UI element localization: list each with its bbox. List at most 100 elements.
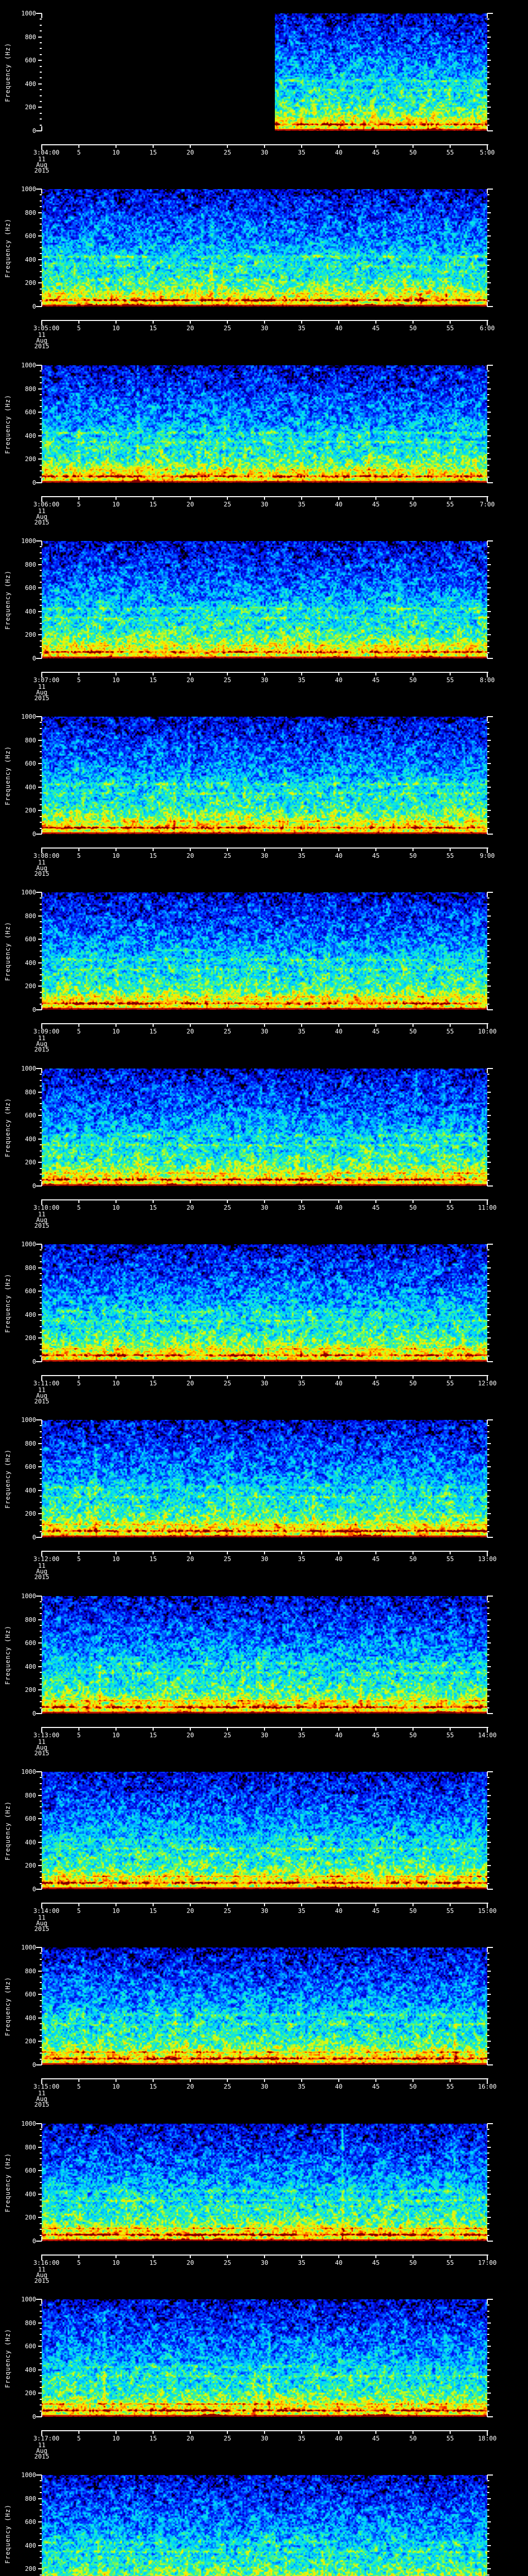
x-minute-label: 55 bbox=[446, 1028, 454, 1035]
x-tick-mark bbox=[153, 2430, 154, 2434]
y-tick-mark bbox=[38, 435, 42, 436]
plot-corner-tick bbox=[487, 1596, 488, 1601]
y-tick-mark bbox=[40, 89, 42, 91]
x-tick-mark bbox=[190, 2078, 191, 2082]
y-tick-mark bbox=[487, 1302, 489, 1303]
plot-corner-tick bbox=[487, 1420, 488, 1425]
y-tick-mark bbox=[40, 1871, 42, 1872]
x-tick-mark bbox=[301, 2078, 302, 2082]
y-tick-mark bbox=[487, 241, 489, 243]
y-axis-title: Frequency (Hz) bbox=[4, 1625, 11, 1685]
y-tick-mark bbox=[487, 89, 489, 91]
x-tick-mark bbox=[41, 1903, 42, 1908]
x-tick-mark bbox=[227, 2430, 228, 2434]
date-month: Aug bbox=[36, 337, 47, 344]
y-tick-label: 800 bbox=[25, 1088, 36, 1096]
date-month: Aug bbox=[36, 2272, 47, 2279]
x-minute-label: 55 bbox=[446, 1204, 454, 1211]
y-tick-mark bbox=[487, 376, 489, 378]
spectrogram-image bbox=[42, 365, 487, 483]
y-tick-label: 0 bbox=[32, 1006, 36, 1013]
y-tick-mark bbox=[40, 2387, 42, 2388]
date-day: 11 bbox=[38, 2442, 46, 2449]
y-tick-mark bbox=[40, 1449, 42, 1450]
y-tick-mark bbox=[38, 564, 42, 565]
y-tick-mark bbox=[38, 986, 42, 987]
y-tick-mark bbox=[40, 927, 42, 928]
y-tick-mark bbox=[40, 1707, 42, 1708]
y-tick-mark bbox=[40, 751, 42, 753]
x-minute-label: 45 bbox=[372, 501, 380, 508]
x-tick-mark bbox=[338, 2255, 339, 2258]
x-tick-mark bbox=[41, 2078, 42, 2084]
date-label: 11 Aug 2015 bbox=[23, 859, 60, 877]
y-tick-mark bbox=[487, 1496, 489, 1497]
y-tick-mark bbox=[40, 224, 42, 225]
x-minute-label: 10 bbox=[112, 1380, 120, 1387]
y-tick-mark bbox=[40, 200, 42, 201]
y-tick-mark bbox=[487, 2498, 491, 2499]
y-tick-mark bbox=[40, 1501, 42, 1503]
y-tick-mark bbox=[487, 605, 489, 606]
y-tick-mark bbox=[36, 1537, 42, 1538]
y-tick-mark bbox=[487, 2527, 489, 2529]
y-tick-mark bbox=[40, 1097, 42, 1098]
x-tick-mark bbox=[227, 1903, 228, 1906]
x-tick-mark bbox=[487, 2430, 488, 2436]
y-tick-label: 1000 bbox=[21, 1944, 36, 1951]
y-tick-mark bbox=[487, 1818, 491, 1820]
x-tick-mark bbox=[412, 320, 414, 324]
date-label: 11 Aug 2015 bbox=[23, 508, 60, 526]
plot-corner-tick bbox=[487, 1772, 488, 1776]
y-tick-mark bbox=[40, 581, 42, 583]
x-axis-end-time: 9:00 bbox=[480, 852, 495, 859]
y-tick-mark bbox=[38, 634, 42, 636]
x-minute-label: 35 bbox=[298, 325, 306, 332]
y-tick-mark bbox=[487, 1999, 489, 2001]
y-tick-mark bbox=[40, 206, 42, 208]
y-tick-label: 200 bbox=[25, 807, 36, 815]
x-minute-label: 55 bbox=[446, 676, 454, 684]
y-tick-mark bbox=[40, 118, 42, 120]
y-tick-mark bbox=[487, 1713, 493, 1714]
date-day: 11 bbox=[38, 1386, 46, 1394]
x-minute-label: 20 bbox=[186, 501, 194, 508]
y-tick-mark bbox=[487, 1689, 491, 1691]
y-tick-mark bbox=[36, 1713, 42, 1714]
y-tick-mark bbox=[40, 30, 42, 32]
plot-corner-tick bbox=[41, 1772, 42, 1776]
y-tick-mark bbox=[487, 1320, 489, 1321]
x-tick-mark bbox=[450, 672, 451, 675]
x-minute-label: 25 bbox=[223, 149, 232, 156]
plot-corner-tick bbox=[41, 478, 42, 483]
date-label: 11 Aug 2015 bbox=[23, 1563, 60, 1580]
x-minute-label: 5 bbox=[77, 501, 81, 508]
y-tick-label: 0 bbox=[32, 1182, 36, 1190]
y-tick-mark bbox=[40, 1625, 42, 1626]
x-tick-mark bbox=[301, 2255, 302, 2258]
y-tick-mark bbox=[40, 2129, 42, 2130]
y-tick-mark bbox=[40, 2574, 42, 2575]
x-tick-mark bbox=[78, 1375, 79, 1379]
y-tick-mark bbox=[40, 781, 42, 782]
y-tick-mark bbox=[40, 1332, 42, 1333]
y-axis-title: Frequency (Hz) bbox=[4, 218, 11, 278]
y-tick-mark bbox=[40, 1320, 42, 1321]
y-tick-mark bbox=[487, 1284, 489, 1286]
y-tick-mark bbox=[40, 2035, 42, 2036]
x-tick-mark bbox=[41, 2255, 42, 2260]
y-tick-mark bbox=[487, 2515, 489, 2517]
y-tick-mark bbox=[40, 1982, 42, 1984]
plot-corner-tick bbox=[41, 1069, 42, 1073]
x-axis-line bbox=[42, 1551, 488, 1552]
y-tick-mark bbox=[487, 751, 489, 753]
x-tick-mark bbox=[450, 2430, 451, 2434]
y-tick-mark bbox=[40, 394, 42, 395]
x-minute-label: 15 bbox=[149, 1204, 157, 1211]
y-tick-mark bbox=[487, 599, 489, 600]
x-minute-label: 5 bbox=[77, 852, 81, 859]
y-tick-label: 600 bbox=[25, 584, 36, 592]
y-tick-mark bbox=[487, 60, 491, 61]
x-minute-label: 35 bbox=[298, 1028, 306, 1035]
y-tick-label: 1000 bbox=[21, 1065, 36, 1072]
